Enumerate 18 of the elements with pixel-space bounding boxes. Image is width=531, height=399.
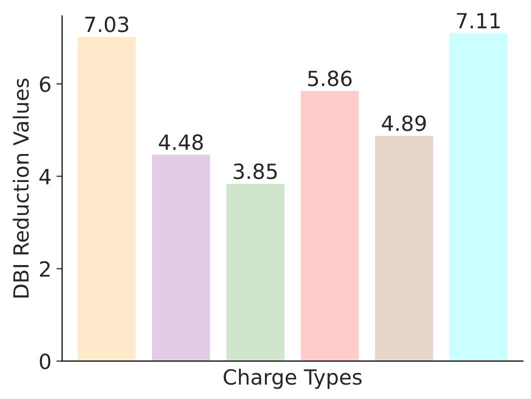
bar [374, 134, 435, 362]
y-tick-label: 2 [40, 261, 50, 277]
bar [76, 36, 138, 362]
data-label: 7.03 [85, 16, 128, 32]
bar [448, 32, 509, 362]
data-label: 3.85 [234, 163, 277, 180]
y-tick-label: 4 [39, 169, 51, 184]
data-label: 4.48 [158, 134, 203, 150]
data-label: 7.11 [456, 13, 500, 28]
data-label: 4.89 [382, 115, 426, 132]
data-label: 5.86 [308, 70, 352, 86]
y-axis-title: DBI Reduction Values [12, 78, 29, 298]
y-tick-label: 0 [40, 354, 50, 370]
x-axis-title: Charge Types [224, 368, 362, 389]
bar [299, 90, 360, 362]
y-tick-label: 6 [40, 76, 50, 92]
bar [224, 182, 286, 362]
bar [150, 153, 212, 362]
